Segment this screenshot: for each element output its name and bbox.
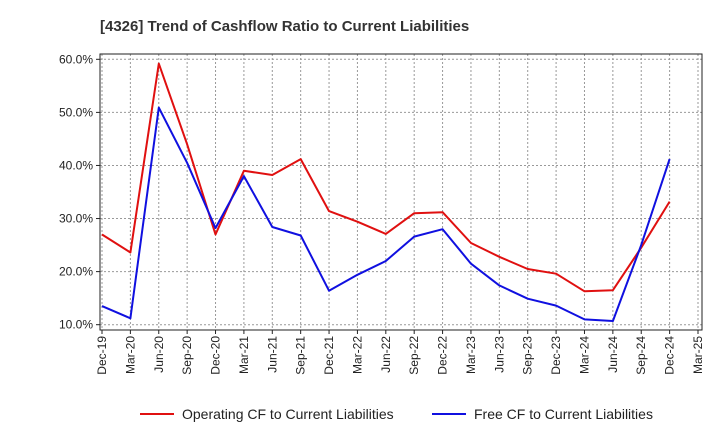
plot-area-frame xyxy=(99,53,703,331)
x-tick-label: Dec-24 xyxy=(663,336,677,375)
x-tick-label: Sep-22 xyxy=(407,336,421,375)
x-tick-label: Dec-22 xyxy=(436,336,450,375)
y-tick-label: 60.0% xyxy=(59,52,93,66)
x-tick-label: Mar-24 xyxy=(577,336,591,374)
chart-title: [4326] Trend of Cashflow Ratio to Curren… xyxy=(100,18,469,35)
x-tick-label: Sep-20 xyxy=(180,336,194,375)
x-tick-label: Jun-20 xyxy=(152,336,166,373)
y-axis: 10.0% 20.0% 30.0% 40.0% 50.0% 60.0% xyxy=(59,52,100,332)
legend: Operating CF to Current Liabilities Free… xyxy=(140,406,653,422)
y-tick-label: 20.0% xyxy=(59,265,93,279)
x-tick-label: Mar-20 xyxy=(123,336,137,374)
legend-label-free-cf: Free CF to Current Liabilities xyxy=(474,406,653,422)
x-tick-label: Jun-22 xyxy=(379,336,393,373)
x-tick-label: Jun-21 xyxy=(265,336,279,373)
y-tick-label: 30.0% xyxy=(59,212,93,226)
x-tick-label: Sep-24 xyxy=(634,336,648,375)
y-tick-label: 50.0% xyxy=(59,105,93,119)
x-tick-label: Dec-20 xyxy=(209,336,223,375)
x-tick-label: Sep-23 xyxy=(521,336,535,375)
x-tick-label: Mar-22 xyxy=(350,336,364,374)
series-line-free-cf xyxy=(101,106,671,322)
series-line-operating-cf xyxy=(101,62,671,293)
y-tick-label: 40.0% xyxy=(59,158,93,172)
series-layer xyxy=(101,62,671,322)
x-tick-label: Mar-21 xyxy=(237,336,251,374)
legend-label-operating-cf: Operating CF to Current Liabilities xyxy=(182,406,394,422)
x-tick-label: Sep-21 xyxy=(294,336,308,375)
x-axis: Dec-19 Mar-20 Jun-20 Sep-20 Dec-20 Mar-21 Jun-… xyxy=(95,330,705,375)
y-tick-label: 10.0% xyxy=(59,318,93,332)
x-tick-label: Mar-25 xyxy=(691,336,705,374)
grid-layer xyxy=(100,54,702,330)
x-tick-label: Dec-21 xyxy=(322,336,336,375)
x-tick-label: Dec-19 xyxy=(95,336,109,375)
x-tick-label: Dec-23 xyxy=(549,336,563,375)
x-tick-label: Jun-24 xyxy=(606,336,620,373)
x-tick-label: Mar-23 xyxy=(464,336,478,374)
x-tick-label: Jun-23 xyxy=(492,336,506,373)
